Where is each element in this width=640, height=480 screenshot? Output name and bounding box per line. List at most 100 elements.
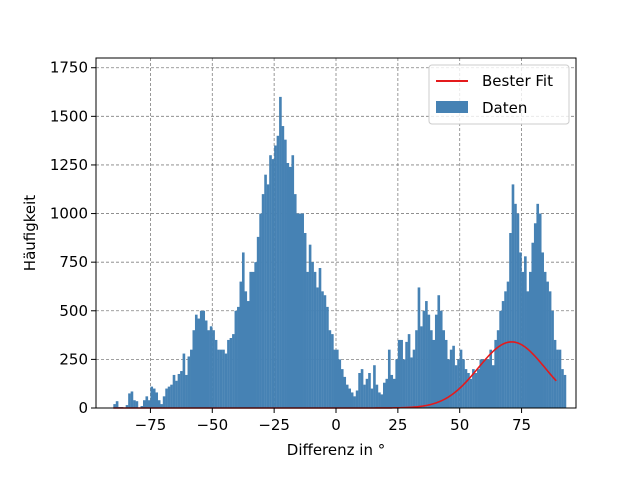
histogram-bar — [172, 374, 176, 408]
histogram-bar — [239, 281, 243, 408]
histogram-bar — [279, 96, 282, 408]
y-tick-label: 250 — [59, 350, 88, 368]
histogram-bar — [133, 400, 136, 408]
histogram-bar — [499, 310, 502, 408]
histogram-bar — [209, 326, 213, 408]
y-tick-label: 750 — [59, 253, 88, 271]
histogram-bar — [373, 365, 376, 408]
histogram-bar — [261, 194, 265, 408]
histogram-bar — [548, 291, 552, 408]
x-tick-label: 25 — [388, 416, 407, 434]
histogram-bar — [246, 301, 250, 408]
histogram-bar — [474, 373, 478, 408]
y-axis-ticks: 0 250 500 750 1000 1250 1500 1750 — [50, 59, 96, 417]
histogram-bar — [340, 369, 344, 408]
histogram-bar — [432, 339, 436, 408]
histogram-bar — [316, 287, 319, 408]
histogram-bar — [457, 359, 460, 408]
histogram-bars — [113, 96, 567, 409]
histogram-bar — [224, 353, 228, 408]
histogram-bar — [241, 252, 245, 408]
histogram-bar — [439, 310, 443, 408]
histogram-bar — [538, 213, 542, 408]
histogram-bar — [360, 369, 364, 408]
histogram-bar — [541, 252, 544, 408]
histogram-bar — [288, 166, 292, 408]
histogram-bar — [378, 392, 381, 408]
histogram-bar — [355, 390, 359, 408]
histogram-bar — [437, 295, 441, 408]
histogram-bar — [321, 291, 324, 408]
histogram-bar — [140, 406, 144, 408]
histogram-bar — [543, 271, 547, 408]
histogram-bar — [338, 359, 342, 408]
histogram-bar — [464, 369, 468, 408]
legend: Bester Fit Daten — [428, 64, 570, 125]
histogram-bar — [185, 374, 188, 408]
histogram-bar — [306, 271, 309, 408]
histogram-bar — [256, 236, 260, 408]
y-axis-label: Häufigkeit — [21, 195, 39, 271]
histogram-bar — [447, 359, 450, 408]
histogram-bar — [484, 359, 488, 408]
y-tick-label: 1000 — [50, 205, 88, 223]
histogram-bar — [175, 380, 178, 408]
histogram-bar — [113, 404, 116, 408]
x-tick-label: 75 — [512, 416, 531, 434]
histogram-bar — [353, 396, 356, 408]
histogram-bar — [254, 262, 257, 408]
histogram-bar — [219, 349, 223, 408]
histogram-bar — [222, 349, 225, 408]
histogram-bar — [452, 345, 455, 408]
histogram-bar — [405, 341, 408, 408]
legend-data-swatch — [436, 101, 468, 113]
histogram-bar — [496, 330, 500, 408]
histogram-bar — [333, 349, 337, 408]
histogram-bar — [237, 306, 240, 408]
histogram-bar — [150, 386, 154, 408]
histogram-bar — [563, 374, 567, 408]
histogram-bar — [157, 400, 161, 408]
histogram-bar — [323, 295, 327, 408]
histogram-bar — [326, 306, 329, 408]
histogram-bar — [442, 330, 446, 408]
histogram-bar — [392, 378, 396, 408]
histogram-bar — [469, 378, 473, 408]
histogram-bar — [167, 386, 171, 408]
histogram-bar — [227, 339, 230, 408]
histogram-bar — [479, 359, 483, 408]
x-tick-label: −75 — [135, 416, 167, 434]
histogram-bar — [232, 334, 235, 408]
histogram-bar — [494, 339, 497, 408]
histogram-bar — [276, 135, 280, 408]
histogram-bar — [524, 256, 527, 408]
histogram-bar — [383, 382, 386, 408]
histogram-bar — [190, 349, 193, 408]
histogram-bar — [477, 369, 480, 408]
histogram-bar — [229, 338, 233, 408]
histogram-bar — [313, 271, 317, 408]
histogram-bar — [425, 301, 428, 408]
x-axis-ticks: −75 −50 −25 0 25 50 75 — [135, 408, 531, 434]
histogram-bar — [348, 388, 351, 408]
histogram-bar — [177, 373, 181, 408]
histogram-bar — [521, 271, 525, 408]
histogram-bar — [420, 326, 423, 408]
histogram-bar — [336, 349, 339, 408]
histogram-bar — [397, 339, 401, 408]
histogram-bar — [380, 394, 384, 408]
histogram-bar — [427, 314, 431, 408]
histogram-bar — [467, 373, 470, 408]
histogram-bar — [251, 271, 255, 408]
histogram-bar — [368, 373, 371, 408]
histogram-bar — [536, 203, 540, 408]
histogram-bar — [284, 139, 287, 408]
x-axis-label: Differenz in ° — [287, 441, 385, 459]
histogram-bar — [234, 310, 238, 408]
histogram-bar — [130, 391, 134, 408]
histogram-bar — [194, 314, 198, 408]
histogram-bar — [375, 384, 379, 408]
histogram-bar — [293, 194, 297, 408]
histogram-bar — [387, 349, 391, 408]
histogram-bar — [370, 388, 374, 408]
